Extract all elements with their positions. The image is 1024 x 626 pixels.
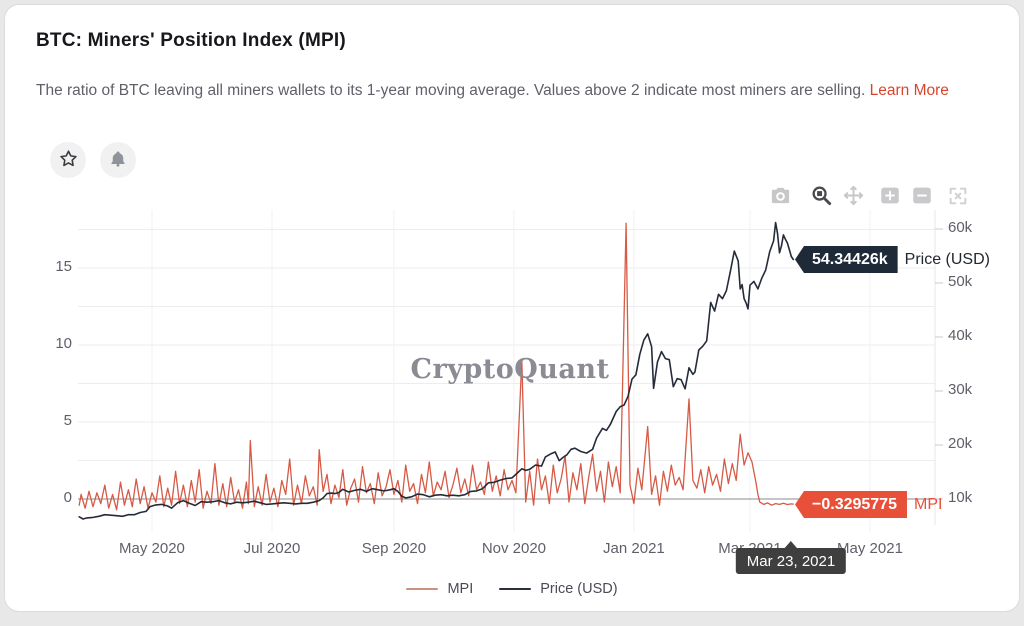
mpi-last-value-readout: −0.3295775 MPI xyxy=(795,491,942,518)
tooltip-date-text: Mar 23, 2021 xyxy=(746,552,836,570)
chart-toolbar xyxy=(768,185,970,209)
camera-icon xyxy=(769,184,792,210)
mpi-last-value-badge: −0.3295775 xyxy=(795,491,907,518)
pan-icon xyxy=(842,184,865,210)
chart-description: The ratio of BTC leaving all miners wall… xyxy=(36,76,981,105)
favorite-button[interactable] xyxy=(50,142,86,178)
chart-actions xyxy=(50,142,136,178)
price-axis-series-label: Price (USD) xyxy=(904,250,990,268)
price-last-value-readout: 54.34426k Price (USD) xyxy=(795,246,990,273)
zoom-selection-icon xyxy=(810,184,833,210)
mpi-legend-line-icon xyxy=(406,588,439,590)
legend-label-mpi: MPI xyxy=(447,581,474,597)
series-line-price-usd- xyxy=(78,221,795,520)
pan-button[interactable] xyxy=(841,185,865,209)
description-text: The ratio of BTC leaving all miners wall… xyxy=(36,82,866,99)
bell-icon xyxy=(109,150,127,171)
camera-button[interactable] xyxy=(768,185,792,209)
tooltip-arrow-icon xyxy=(783,541,798,549)
legend-label-price: Price (USD) xyxy=(540,581,618,597)
fullscreen-button[interactable] xyxy=(946,185,970,209)
zoom-out-button[interactable] xyxy=(910,185,934,209)
zoom-in-button[interactable] xyxy=(878,185,902,209)
date-tooltip: Mar 23, 2021 xyxy=(735,541,847,574)
fullscreen-icon xyxy=(947,185,969,210)
learn-more-link[interactable]: Learn More xyxy=(869,82,949,99)
price-legend-line-icon xyxy=(499,588,532,590)
chart-legend: MPI Price (USD) xyxy=(0,581,1024,597)
zoom-in-icon xyxy=(879,185,901,209)
alerts-button[interactable] xyxy=(100,142,136,178)
legend-item-mpi[interactable]: MPI xyxy=(406,581,473,597)
price-last-value-badge: 54.34426k xyxy=(795,246,898,273)
cryptoquant-watermark: CryptoQuant xyxy=(410,354,610,385)
zoom-selection-button[interactable] xyxy=(809,185,833,209)
zoom-out-icon xyxy=(911,185,933,209)
legend-item-price[interactable]: Price (USD) xyxy=(499,581,618,597)
mpi-axis-series-label: MPI xyxy=(913,495,943,513)
series-line-mpi xyxy=(78,222,794,511)
star-icon xyxy=(59,149,78,171)
page-title: BTC: Miners' Position Index (MPI) xyxy=(36,30,346,51)
